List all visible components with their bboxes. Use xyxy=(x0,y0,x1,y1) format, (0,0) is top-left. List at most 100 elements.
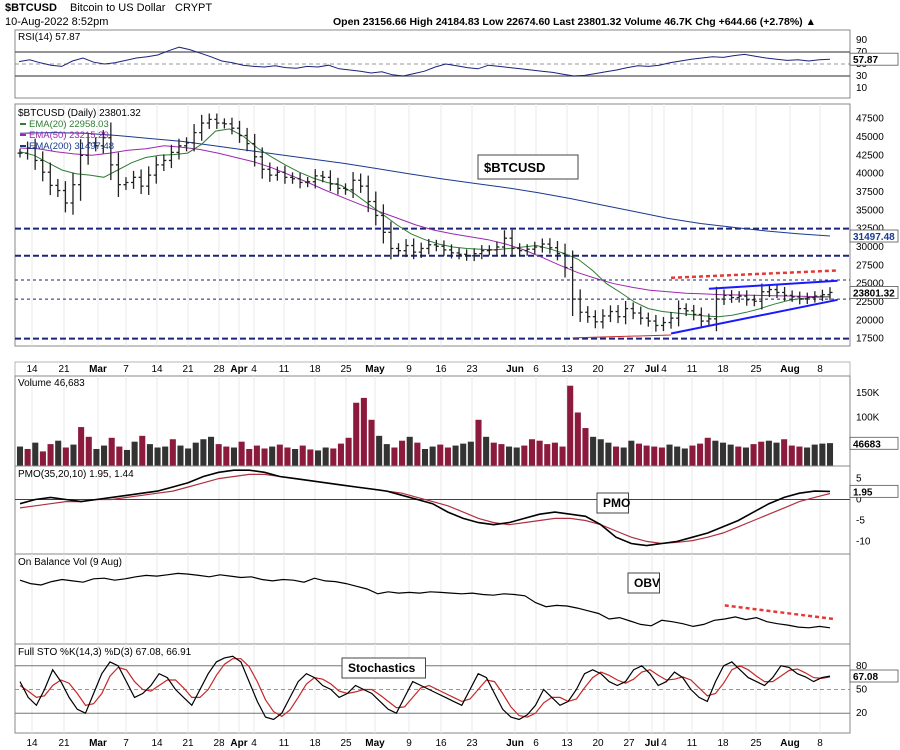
pmo-label-box xyxy=(596,492,629,514)
pmo-label: PMO xyxy=(603,496,630,510)
volume-bar xyxy=(360,397,367,466)
volume-bar xyxy=(643,445,650,466)
volume-bar xyxy=(177,445,184,466)
price-tick-label: 37500 xyxy=(856,187,884,198)
price-tick-label: 32500 xyxy=(856,224,884,235)
volume-bar xyxy=(628,440,635,466)
obv-label: OBV xyxy=(634,576,660,590)
volume-bar xyxy=(223,446,230,466)
volume-bar xyxy=(337,443,344,466)
stochastics-tick-label: 80 xyxy=(856,661,868,672)
rsi-tick-label: 10 xyxy=(856,83,868,94)
volume-bar xyxy=(658,447,665,466)
volume-bar xyxy=(773,442,780,466)
volume-bar xyxy=(162,446,169,466)
price-tick-label: 40000 xyxy=(856,169,884,180)
volume-bar xyxy=(307,449,314,466)
volume-bar xyxy=(192,442,199,466)
volume-bar xyxy=(804,447,811,466)
x-axis-label: 11 xyxy=(687,364,698,375)
volume-bar xyxy=(613,446,620,466)
volume-bar xyxy=(246,448,253,466)
ema50-line xyxy=(19,145,831,298)
wedge-upper-line xyxy=(708,279,838,290)
price-tick-label: 22500 xyxy=(856,297,884,308)
x-axis-label: 4 xyxy=(251,364,257,375)
volume-bar xyxy=(208,436,215,466)
pmo-panel xyxy=(14,465,851,555)
pmo-tick-label: 5 xyxy=(856,474,862,485)
x-axis-label: 18 xyxy=(309,364,321,375)
volume-bar xyxy=(93,448,100,466)
x-axis-label-bottom: 23 xyxy=(466,738,478,749)
x-axis-label: Jul xyxy=(645,364,660,375)
volume-bar xyxy=(269,446,276,466)
price-watermark-box xyxy=(477,154,579,180)
volume-bar xyxy=(406,436,413,466)
x-axis-label: 14 xyxy=(151,364,163,375)
volume-bar xyxy=(681,448,688,466)
volume-bar xyxy=(475,419,482,466)
stochastics-label: Stochastics xyxy=(348,661,416,675)
volume-bar xyxy=(421,448,429,466)
volume-bar xyxy=(674,446,681,466)
volume-bar xyxy=(506,446,513,466)
volume-bar xyxy=(70,444,77,466)
x-axis-label-bottom: 21 xyxy=(182,738,194,749)
stochastics-title: Full STO %K(14,3) %D(3) 67.08, 66.91 xyxy=(18,647,192,658)
x-axis-label-bottom: 27 xyxy=(623,738,635,749)
x-axis-label-bottom: 16 xyxy=(435,738,447,749)
price-last-value-box xyxy=(849,286,899,299)
x-axis-label-bottom: 11 xyxy=(687,738,698,749)
volume-tick-label: 150K xyxy=(856,388,880,399)
volume-bar xyxy=(169,439,176,466)
volume-bar xyxy=(788,445,795,466)
volume-bar xyxy=(292,448,299,466)
x-axis-label: 25 xyxy=(750,364,762,375)
volume-bar xyxy=(735,446,742,466)
price-tick-label: 25000 xyxy=(856,279,884,290)
volume-bar xyxy=(666,444,673,466)
x-axis-label: Jun xyxy=(506,364,524,375)
volume-bar xyxy=(85,436,92,466)
x-axis-label-bottom: 25 xyxy=(750,738,762,749)
volume-bar xyxy=(719,442,727,466)
x-axis-label: 11 xyxy=(279,364,290,375)
volume-bar xyxy=(483,436,490,466)
x-axis-label: 7 xyxy=(123,364,129,375)
pmo-title: PMO(35,20,10) 1.95, 1.44 xyxy=(18,469,134,480)
stochastics-last-value-box xyxy=(849,669,899,683)
volume-bar xyxy=(689,445,696,466)
obv-line xyxy=(19,572,831,629)
stochastics-d-line xyxy=(19,658,831,718)
x-axis-label: 6 xyxy=(533,364,539,375)
price-panel xyxy=(14,103,851,347)
obv-label-box xyxy=(627,572,660,594)
x-axis-label-bottom: Apr xyxy=(230,738,247,749)
volume-last-value: 46683 xyxy=(853,439,881,450)
price-tick-label: 20000 xyxy=(856,315,884,326)
chart-exchange: CRYPT xyxy=(175,2,213,14)
volume-bar xyxy=(620,447,627,466)
ema200-value-box xyxy=(849,229,899,243)
stochastics-last-value: 67.08 xyxy=(853,672,878,683)
volume-bar xyxy=(78,427,85,466)
volume-bar xyxy=(536,440,543,466)
x-axis-label: Aug xyxy=(780,364,799,375)
volume-bar xyxy=(635,443,642,466)
pmo-line xyxy=(19,469,831,547)
volume-bar xyxy=(597,439,604,466)
ema-legend-label: EMA(50) 23215.29 xyxy=(29,130,109,141)
x-axis-label: 13 xyxy=(561,364,573,375)
volume-bar xyxy=(353,402,360,466)
stochastics-k-line xyxy=(19,655,831,721)
volume-bar xyxy=(574,412,581,466)
x-axis-label: 25 xyxy=(340,364,352,375)
price-tick-label: 27500 xyxy=(856,260,884,271)
volume-bar xyxy=(284,447,291,466)
x-axis-label-bottom: 14 xyxy=(151,738,163,749)
volume-bar xyxy=(139,435,146,466)
volume-bar xyxy=(215,444,222,466)
price-tick-label: 30000 xyxy=(856,242,884,253)
